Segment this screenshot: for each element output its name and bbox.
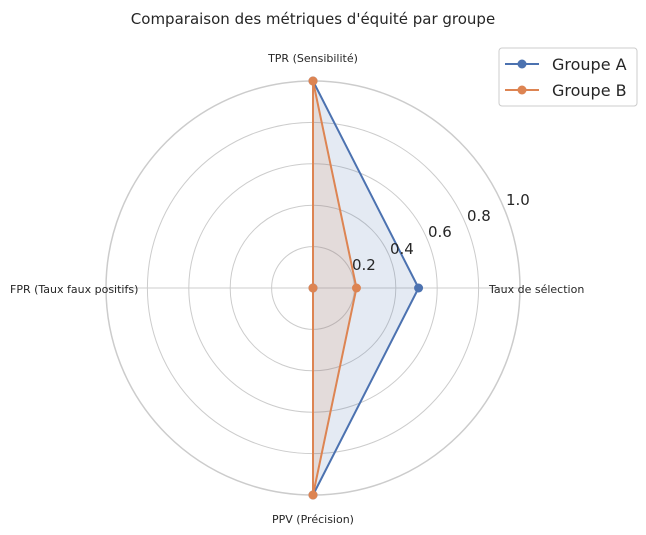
series-fill [313, 81, 357, 495]
axis-label-tpr: TPR (Sensibilité) [267, 52, 358, 65]
radial-tick-1.0: 1.0 [506, 191, 530, 209]
legend: Groupe A Groupe B [498, 47, 638, 107]
data-point [351, 283, 361, 293]
data-point [308, 283, 318, 293]
radial-tick-0.8: 0.8 [467, 207, 491, 225]
radial-tick-0.2: 0.2 [352, 256, 376, 274]
radial-tick-0.4: 0.4 [390, 240, 414, 258]
data-point [414, 283, 424, 293]
chart-title: Comparaison des métriques d'équité par g… [131, 10, 495, 28]
radial-tick-0.6: 0.6 [428, 223, 452, 241]
legend-label-groupe-b: Groupe B [552, 81, 627, 100]
legend-item-groupe-b[interactable]: Groupe B [505, 81, 627, 100]
data-point [308, 76, 318, 86]
axis-label-selection-rate: Taux de sélection [488, 283, 584, 296]
legend-label-groupe-a: Groupe A [552, 55, 627, 74]
legend-item-groupe-a[interactable]: Groupe A [505, 55, 627, 74]
axis-label-ppv: PPV (Précision) [272, 513, 354, 526]
axis-label-fpr: FPR (Taux faux positifs) [10, 283, 138, 296]
radar-series [308, 76, 424, 500]
data-point [308, 490, 318, 500]
series-fill [313, 81, 419, 495]
